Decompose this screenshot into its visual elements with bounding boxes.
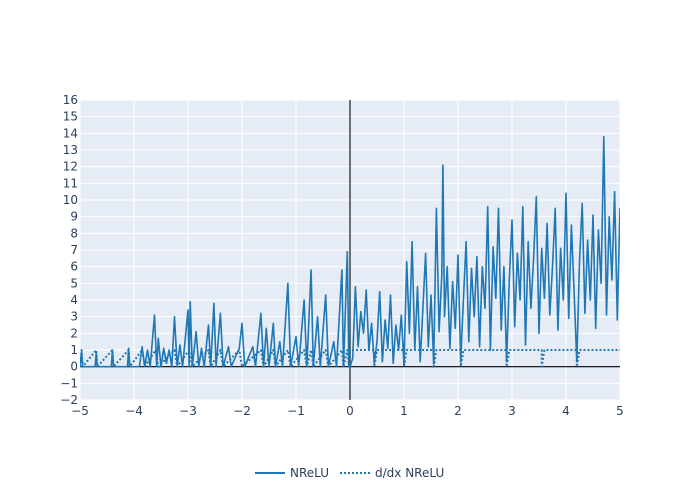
y-tick-label: 15	[63, 110, 78, 124]
y-tick-label: 6	[70, 260, 78, 274]
y-tick-label: 5	[70, 276, 78, 290]
x-tick-label: 4	[562, 404, 570, 418]
y-tick-label: 11	[63, 176, 78, 190]
y-tick-label: −1	[60, 376, 78, 390]
series-line-derivative	[80, 349, 620, 368]
legend[interactable]: NReLU d/dx NReLU	[255, 466, 444, 480]
y-tick-label: 3	[70, 310, 78, 324]
y-tick-label: 4	[70, 293, 78, 307]
x-tick-label: −4	[125, 404, 143, 418]
legend-item-nrelu[interactable]: NReLU	[255, 466, 329, 480]
y-tick-label: 13	[63, 143, 78, 157]
y-tick-label: 12	[63, 160, 78, 174]
x-tick-label: −1	[287, 404, 305, 418]
y-tick-label: 0	[70, 360, 78, 374]
x-tick-label: −2	[233, 404, 251, 418]
legend-label: NReLU	[290, 466, 329, 480]
series-line-nrelu	[80, 135, 620, 368]
x-tick-label: 5	[616, 404, 624, 418]
x-axis-ticks: −5 −4 −3 −2 −1 0 1 2 3 4 5	[71, 404, 624, 418]
x-tick-label: 0	[346, 404, 354, 418]
x-tick-label: 2	[454, 404, 462, 418]
y-tick-label: 8	[70, 226, 78, 240]
y-tick-label: 2	[70, 326, 78, 340]
y-tick-label: 7	[70, 243, 78, 257]
x-tick-label: −3	[179, 404, 197, 418]
legend-label: d/dx NReLU	[375, 466, 444, 480]
x-tick-label: 3	[508, 404, 516, 418]
y-tick-label: 16	[63, 93, 78, 107]
y-tick-label: 1	[70, 343, 78, 357]
y-tick-label: 10	[63, 193, 78, 207]
x-tick-label: −5	[71, 404, 89, 418]
y-tick-label: −2	[60, 393, 78, 407]
x-tick-label: 1	[400, 404, 408, 418]
y-tick-label: 14	[63, 126, 78, 140]
y-tick-label: 9	[70, 210, 78, 224]
legend-item-derivative[interactable]: d/dx NReLU	[340, 466, 444, 480]
series-group	[80, 135, 620, 368]
